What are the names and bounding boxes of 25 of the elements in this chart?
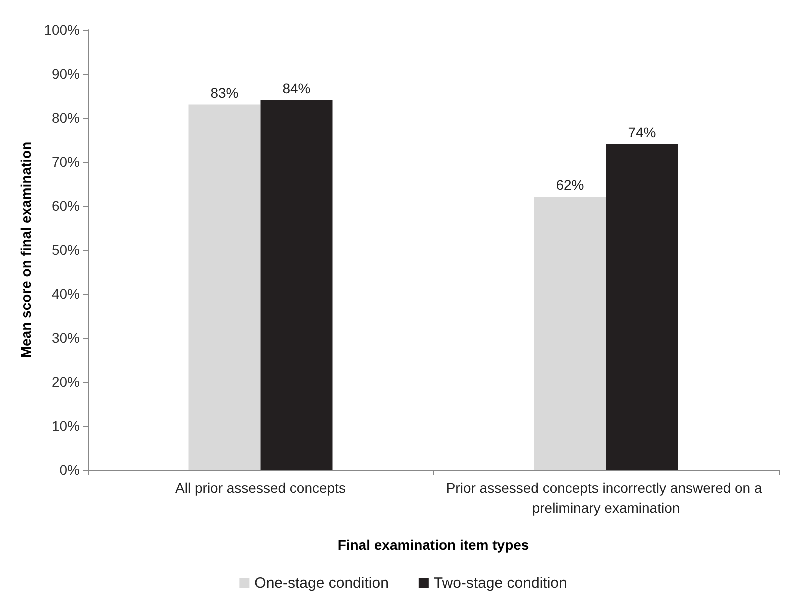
y-tick-label: 40%: [52, 286, 80, 302]
bar: [260, 100, 333, 470]
x-tick-label: All prior assessed concepts: [176, 480, 346, 496]
legend-label: One-stage condition: [254, 575, 389, 592]
y-axis-title: Mean score on final examination: [18, 142, 34, 358]
y-tick-label: 30%: [52, 330, 80, 346]
y-tick-label: 80%: [52, 110, 80, 126]
y-tick-label: 90%: [52, 66, 80, 82]
legend-label: Two-stage condition: [434, 575, 568, 592]
data-label: 62%: [556, 177, 584, 194]
data-label: 83%: [210, 84, 239, 101]
bar: [188, 104, 261, 470]
y-tick-label: 100%: [44, 22, 80, 38]
bar: [534, 197, 606, 470]
y-tick-label: 50%: [52, 242, 80, 258]
y-tick-label: 10%: [52, 418, 80, 434]
data-label: 74%: [628, 124, 656, 140]
y-tick-label: 60%: [52, 198, 80, 214]
bar: [606, 144, 678, 470]
x-tick-label: Prior assessed concepts incorrectly answered on a preliminary examination: [446, 480, 766, 516]
y-tick-label: 70%: [52, 154, 80, 170]
y-tick-label: 20%: [52, 374, 80, 390]
x-axis-title: Final examination item types: [338, 537, 530, 553]
data-label: 84%: [282, 80, 311, 96]
y-tick-label: 0%: [60, 462, 80, 478]
